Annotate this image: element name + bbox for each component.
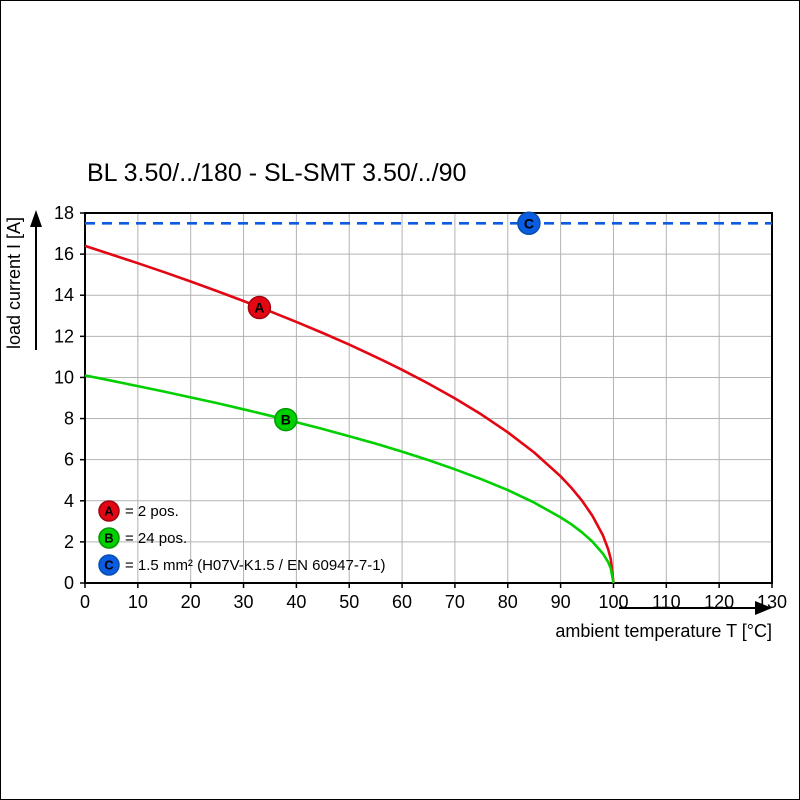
y-tick-label: 2 — [64, 532, 74, 552]
curve-marker-A — [247, 295, 272, 320]
curve-marker-C — [517, 211, 541, 236]
x-tick-label: 90 — [551, 592, 571, 612]
x-tick-label: 0 — [80, 592, 90, 612]
curve-marker-letter-A: A — [254, 300, 264, 316]
y-tick-label: 8 — [64, 409, 74, 429]
curve-B — [84, 374, 615, 584]
curve-marker-letter-B: B — [281, 412, 291, 428]
plot-border — [84, 212, 773, 584]
legend-marker-letter-C: C — [104, 558, 114, 573]
y-tick-label: 16 — [54, 244, 74, 264]
x-tick-label: 70 — [445, 592, 465, 612]
x-tick-label: 40 — [286, 592, 306, 612]
x-tick-label: 50 — [339, 592, 359, 612]
curve-marker-B — [274, 407, 298, 432]
legend-marker-C — [98, 554, 120, 576]
legend-label-A: = 2 pos. — [125, 503, 179, 520]
legend-marker-B — [98, 527, 120, 549]
y-tick-label: 14 — [54, 285, 74, 305]
chart-title: BL 3.50/../180 - SL-SMT 3.50/../90 — [87, 159, 467, 187]
legend-marker-letter-A: A — [104, 504, 114, 519]
x-axis-label: ambient temperature T [°C] — [555, 621, 772, 641]
y-tick-label: 12 — [54, 326, 74, 346]
curve-marker-letter-C: C — [524, 215, 534, 231]
y-axis-arrowhead-icon — [30, 210, 42, 227]
legend-marker-letter-B: B — [104, 531, 113, 546]
x-tick-label: 60 — [392, 592, 412, 612]
y-tick-label: 6 — [64, 450, 74, 470]
y-axis-label: load current I [A] — [4, 217, 24, 349]
x-tick-label: 10 — [128, 592, 148, 612]
x-axis-arrowhead-icon — [755, 601, 772, 615]
legend-label-B: = 24 pos. — [125, 530, 187, 547]
legend-marker-A — [98, 500, 120, 522]
x-tick-label: 30 — [234, 592, 254, 612]
y-tick-label: 18 — [54, 203, 74, 223]
x-tick-label: 20 — [181, 592, 201, 612]
y-tick-label: 0 — [64, 573, 74, 593]
y-tick-label: 10 — [54, 367, 74, 387]
legend-label-C: = 1.5 mm² (H07V-K1.5 / EN 60947-7-1) — [125, 557, 386, 574]
x-tick-label: 80 — [498, 592, 518, 612]
y-tick-label: 4 — [64, 491, 74, 511]
curve-A — [84, 244, 615, 584]
